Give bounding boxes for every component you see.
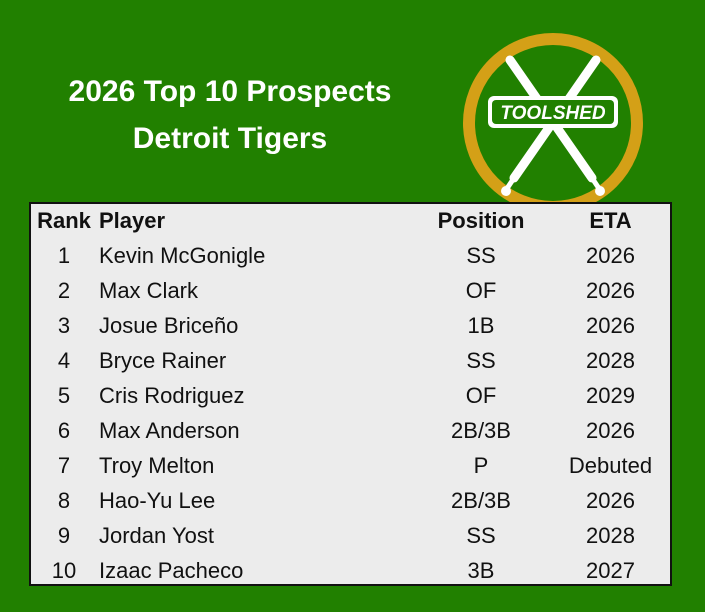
player-cell: Kevin McGonigle — [99, 242, 266, 268]
rank-cell: 9 — [57, 522, 71, 548]
position-cell: SS — [466, 347, 496, 373]
table-row: 4 Bryce Rainer SS 2028 — [31, 343, 670, 378]
rank-cell: 10 — [51, 557, 77, 583]
rank-cell: 7 — [57, 452, 71, 478]
header-rank: Rank — [37, 208, 91, 233]
toolshed-logo: TOOLSHED — [463, 33, 643, 213]
position-cell: 2B/3B — [451, 417, 511, 443]
eta-cell: 2026 — [586, 487, 635, 513]
player-cell: Troy Melton — [99, 452, 215, 478]
header-eta: ETA — [589, 208, 632, 233]
eta-cell: 2027 — [586, 557, 635, 583]
header-position: Position — [437, 208, 525, 233]
player-cell: Max Clark — [99, 277, 199, 303]
eta-cell: 2028 — [586, 522, 635, 548]
eta-cell: 2029 — [586, 382, 635, 408]
position-cell: 3B — [467, 557, 495, 583]
rank-cell: 4 — [57, 347, 71, 373]
logo-text: TOOLSHED — [500, 103, 605, 124]
page-title: 2026 Top 10 Prospects — [68, 75, 392, 108]
position-cell: 1B — [467, 312, 495, 338]
position-cell: P — [473, 452, 489, 478]
player-cell: Cris Rodriguez — [99, 382, 245, 408]
position-cell: SS — [466, 242, 496, 268]
rank-cell: 8 — [57, 487, 71, 513]
prospects-table-panel: Rank Player Position ETA 1 Kevin McGonigl… — [29, 202, 672, 586]
page-subtitle: Detroit Tigers — [132, 122, 328, 155]
eta-cell: 2028 — [586, 347, 635, 373]
player-cell: Josue Briceño — [99, 312, 239, 338]
position-cell: OF — [465, 382, 497, 408]
eta-cell: Debuted — [568, 452, 653, 478]
header-player: Player — [99, 208, 166, 233]
position-cell: 2B/3B — [451, 487, 511, 513]
player-cell: Bryce Rainer — [99, 347, 227, 373]
player-cell: Izaac Pacheco — [99, 557, 244, 583]
table-row: 1 Kevin McGonigle SS 2026 — [31, 238, 670, 273]
table-row: 3 Josue Briceño 1B 2026 — [31, 308, 670, 343]
rank-cell: 6 — [57, 417, 71, 443]
eta-cell: 2026 — [586, 417, 635, 443]
position-cell: OF — [465, 277, 497, 303]
table-row: 9 Jordan Yost SS 2028 — [31, 518, 670, 553]
eta-cell: 2026 — [586, 312, 635, 338]
table-row: 8 Hao-Yu Lee 2B/3B 2026 — [31, 483, 670, 518]
rank-cell: 2 — [57, 277, 71, 303]
eta-cell: 2026 — [586, 277, 635, 303]
table-row: 10 Izaac Pacheco 3B 2027 — [31, 553, 670, 588]
eta-cell: 2026 — [586, 242, 635, 268]
table-row: 2 Max Clark OF 2026 — [31, 273, 670, 308]
table-header-row: Rank Player Position ETA — [31, 204, 670, 238]
table-row: 5 Cris Rodriguez OF 2029 — [31, 378, 670, 413]
rank-cell: 1 — [57, 242, 71, 268]
player-cell: Jordan Yost — [99, 522, 214, 548]
table-row: 7 Troy Melton P Debuted — [31, 448, 670, 483]
rank-cell: 5 — [57, 382, 71, 408]
position-cell: SS — [466, 522, 496, 548]
rank-cell: 3 — [57, 312, 71, 338]
table-row: 6 Max Anderson 2B/3B 2026 — [31, 413, 670, 448]
player-cell: Max Anderson — [99, 417, 240, 443]
player-cell: Hao-Yu Lee — [99, 487, 216, 513]
prospects-table: Rank Player Position ETA 1 Kevin McGonigl… — [31, 204, 670, 588]
